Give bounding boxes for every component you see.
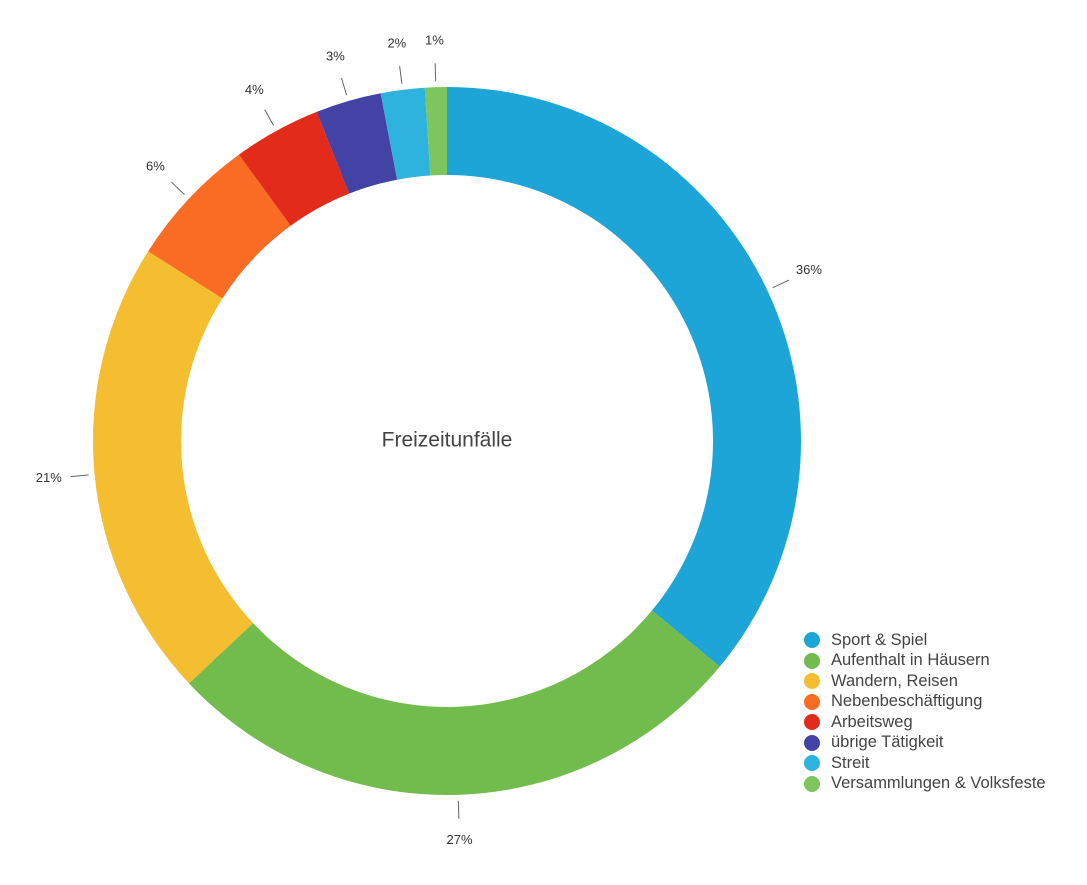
legend-label: Arbeitsweg <box>831 712 913 731</box>
legend-swatch-icon <box>804 673 820 690</box>
legend-item-sport-and-spiel: Sport & Spiel <box>804 630 1046 651</box>
legend-label: Nebenbeschäftigung <box>831 692 983 711</box>
data-label-uebrige-taetigkeit: 3% <box>326 48 345 63</box>
legend-label: Versammlungen & Volksfeste <box>831 774 1046 793</box>
percent-labels: 36% 27% 21% 6% 4% 3% 2% 1% <box>36 33 823 848</box>
legend-label: übrige Tätigkeit <box>831 733 944 752</box>
data-label-arbeitsweg: 4% <box>245 82 264 97</box>
data-label-nebenbeschaeftigung: 6% <box>146 159 165 174</box>
slice-aufenthalt-in-haeusern <box>188 610 720 796</box>
slice-arbeitsweg <box>238 111 350 226</box>
slice-versammlungen-and-volksfeste <box>424 87 447 176</box>
data-label-wandern-reisen: 21% <box>36 470 62 485</box>
leader-line-arbeitsweg <box>264 109 275 126</box>
legend-item-uebrige-taetigkeit: übrige Tätigkeit <box>804 733 1046 754</box>
legend-item-versammlungen-and-volksfeste: Versammlungen & Volksfeste <box>804 774 1046 795</box>
label-leader-lines <box>70 63 790 819</box>
leader-line-nebenbeschaeftigung <box>171 181 185 195</box>
legend-label: Aufenthalt in Häusern <box>831 651 990 670</box>
slice-nebenbeschaeftigung <box>148 154 291 299</box>
legend-swatch-icon <box>804 755 820 772</box>
legend-item-nebenbeschaeftigung: Nebenbeschäftigung <box>804 692 1046 713</box>
legend-label: Sport & Spiel <box>831 630 928 649</box>
chart-title: Freizeitunfälle <box>382 429 513 452</box>
legend-swatch-icon <box>804 714 820 731</box>
legend-label: Wandern, Reisen <box>831 671 958 690</box>
data-label-streit: 2% <box>387 36 406 51</box>
leader-line-uebrige-taetigkeit <box>341 77 348 96</box>
legend-swatch-icon <box>804 632 820 649</box>
data-label-aufenthalt-in-haeusern: 27% <box>447 832 473 847</box>
leader-line-wandern-reisen <box>70 474 89 478</box>
legend-item-wandern-reisen: Wandern, Reisen <box>804 671 1046 692</box>
legend-swatch-icon <box>804 693 820 710</box>
donut-slices <box>93 87 801 796</box>
legend-item-arbeitsweg: Arbeitsweg <box>804 712 1046 733</box>
leader-line-aufenthalt-in-haeusern <box>457 800 460 819</box>
leader-line-streit <box>399 65 403 84</box>
legend-swatch-icon <box>804 775 820 792</box>
chart-legend: Sport & Spiel Aufenthalt in Häusern Wander… <box>804 630 1046 794</box>
slice-uebrige-taetigkeit <box>316 93 398 194</box>
leader-line-versammlungen-and-volksfeste <box>434 63 437 82</box>
legend-swatch-icon <box>804 652 820 669</box>
legend-swatch-icon <box>804 734 820 751</box>
data-label-sport-and-spiel: 36% <box>796 262 822 277</box>
legend-label: Streit <box>831 753 870 772</box>
legend-item-aufenthalt-in-haeusern: Aufenthalt in Häusern <box>804 651 1046 672</box>
slice-sport-and-spiel <box>447 87 801 667</box>
leader-line-sport-and-spiel <box>772 279 790 289</box>
slice-wandern-reisen <box>93 251 254 684</box>
data-label-versammlungen-and-volksfeste: 1% <box>425 33 444 48</box>
slice-streit <box>380 87 431 180</box>
legend-item-streit: Streit <box>804 753 1046 774</box>
